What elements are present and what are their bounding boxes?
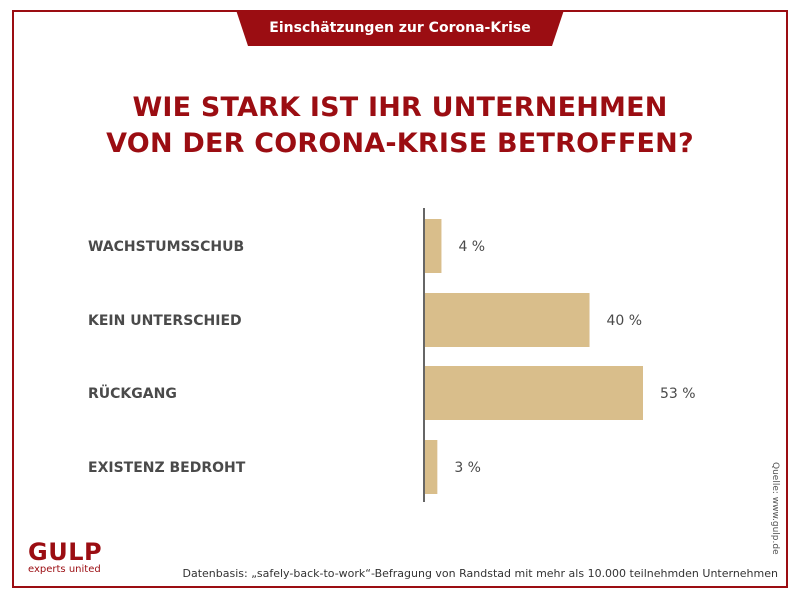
header-tab-label: Einschätzungen zur Corona-Krise: [269, 20, 531, 36]
value-label-0: 4 %: [458, 239, 485, 255]
category-label-1: KEIN UNTERSCHIED: [88, 313, 242, 329]
header-tab-shape: [236, 10, 564, 46]
value-label-1: 40 %: [607, 313, 643, 329]
source-note: Quelle: www.gulp.de: [770, 462, 784, 555]
logo-tagline: experts united: [28, 564, 101, 575]
category-label-2: RÜCKGANG: [88, 384, 177, 402]
logo-wordmark: GULP: [28, 538, 103, 566]
value-label-2: 53 %: [660, 386, 696, 402]
chart-title-line-2: VON DER CORONA-KRISE BETROFFEN?: [106, 128, 694, 159]
category-label-0: WACHSTUMSSCHUB: [88, 239, 244, 255]
source-note-text: Quelle: www.gulp.de: [770, 462, 780, 555]
header-tab: Einschätzungen zur Corona-Krise: [236, 10, 564, 46]
bar-0: [425, 219, 442, 273]
data-basis-footnote: Datenbasis: „safely-back-to-work“-Befrag…: [182, 567, 778, 580]
bar-1: [425, 293, 590, 347]
value-label-3: 3 %: [454, 460, 481, 476]
gulp-logo: GULP experts united: [28, 540, 102, 576]
category-label-3: EXISTENZ BEDROHT: [88, 460, 246, 476]
chart-title-line-1: WIE STARK IST IHR UNTERNEHMEN: [132, 92, 668, 123]
bar-2: [425, 366, 643, 420]
bar-3: [425, 440, 438, 494]
